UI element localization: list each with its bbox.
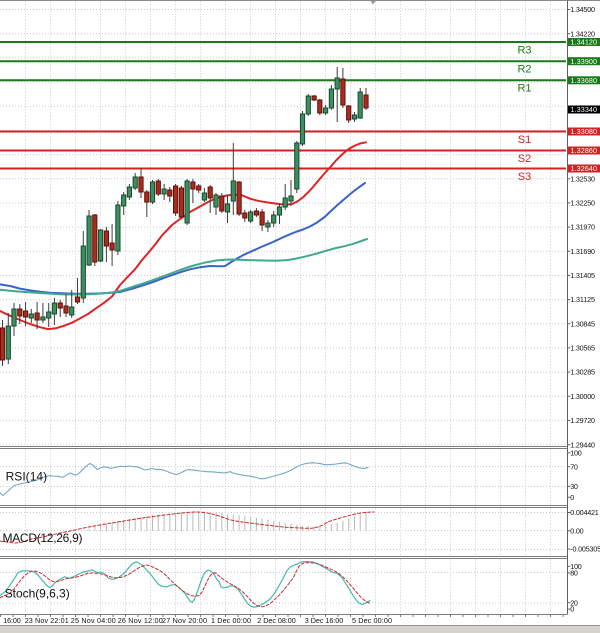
svg-text:S1: S1	[518, 134, 531, 146]
svg-text:MACD(12,26,9): MACD(12,26,9)	[3, 531, 83, 545]
svg-text:1.32860: 1.32860	[571, 146, 598, 155]
svg-text:70: 70	[570, 462, 578, 471]
svg-text:1.31970: 1.31970	[570, 223, 595, 232]
svg-text:1.34120: 1.34120	[571, 38, 598, 47]
svg-text:16:00: 16:00	[3, 616, 21, 625]
svg-text:26 Nov 12:00: 26 Nov 12:00	[118, 616, 163, 625]
svg-text:Stoch(9,6,3): Stoch(9,6,3)	[5, 587, 70, 601]
svg-text:1.34220: 1.34220	[570, 29, 595, 38]
svg-text:0.00: 0.00	[570, 526, 583, 535]
svg-text:1.30845: 1.30845	[570, 319, 595, 328]
svg-text:S3: S3	[518, 171, 531, 183]
svg-text:1.30565: 1.30565	[570, 344, 595, 353]
svg-text:1.30000: 1.30000	[570, 392, 595, 401]
svg-text:20: 20	[570, 598, 578, 607]
svg-text:1.31690: 1.31690	[570, 247, 595, 256]
svg-text:2 Dec 08:00: 2 Dec 08:00	[257, 616, 296, 625]
svg-text:R1: R1	[517, 83, 531, 95]
svg-text:R2: R2	[517, 64, 531, 76]
svg-text:1.32530: 1.32530	[570, 174, 595, 183]
svg-text:0: 0	[570, 493, 574, 502]
svg-text:27 Nov 20:00: 27 Nov 20:00	[162, 616, 207, 625]
svg-text:80: 80	[570, 569, 578, 578]
svg-text:0: 0	[570, 605, 574, 614]
svg-text:3 Dec 16:00: 3 Dec 16:00	[305, 616, 344, 625]
svg-text:1.31405: 1.31405	[570, 271, 595, 280]
svg-text:0.004421: 0.004421	[570, 508, 599, 517]
svg-text:1.32250: 1.32250	[570, 199, 595, 208]
svg-text:23 Nov 22:01: 23 Nov 22:01	[25, 616, 69, 625]
svg-text:-0.005305: -0.005305	[570, 545, 600, 554]
svg-text:1.34500: 1.34500	[570, 5, 595, 14]
svg-text:S2: S2	[518, 153, 531, 165]
svg-text:1.33680: 1.33680	[571, 76, 598, 85]
svg-text:1.29440: 1.29440	[570, 440, 595, 449]
svg-text:1.29720: 1.29720	[570, 416, 595, 425]
svg-text:RSI(14): RSI(14)	[6, 470, 48, 484]
svg-text:1.32640: 1.32640	[571, 164, 598, 173]
svg-text:1 Dec 00:00: 1 Dec 00:00	[211, 616, 251, 625]
svg-text:30: 30	[570, 482, 578, 491]
svg-text:25 Nov 04:00: 25 Nov 04:00	[71, 616, 116, 625]
svg-text:1.33900: 1.33900	[571, 57, 598, 66]
svg-text:1.33080: 1.33080	[571, 127, 598, 136]
svg-text:1.30285: 1.30285	[570, 368, 595, 377]
svg-text:R3: R3	[517, 44, 531, 56]
svg-text:5 Dec 00:00: 5 Dec 00:00	[352, 616, 392, 625]
svg-text:1.31125: 1.31125	[570, 295, 595, 304]
svg-text:1.33340: 1.33340	[571, 105, 598, 114]
svg-text:100: 100	[570, 448, 581, 457]
svg-text:100: 100	[570, 562, 581, 571]
